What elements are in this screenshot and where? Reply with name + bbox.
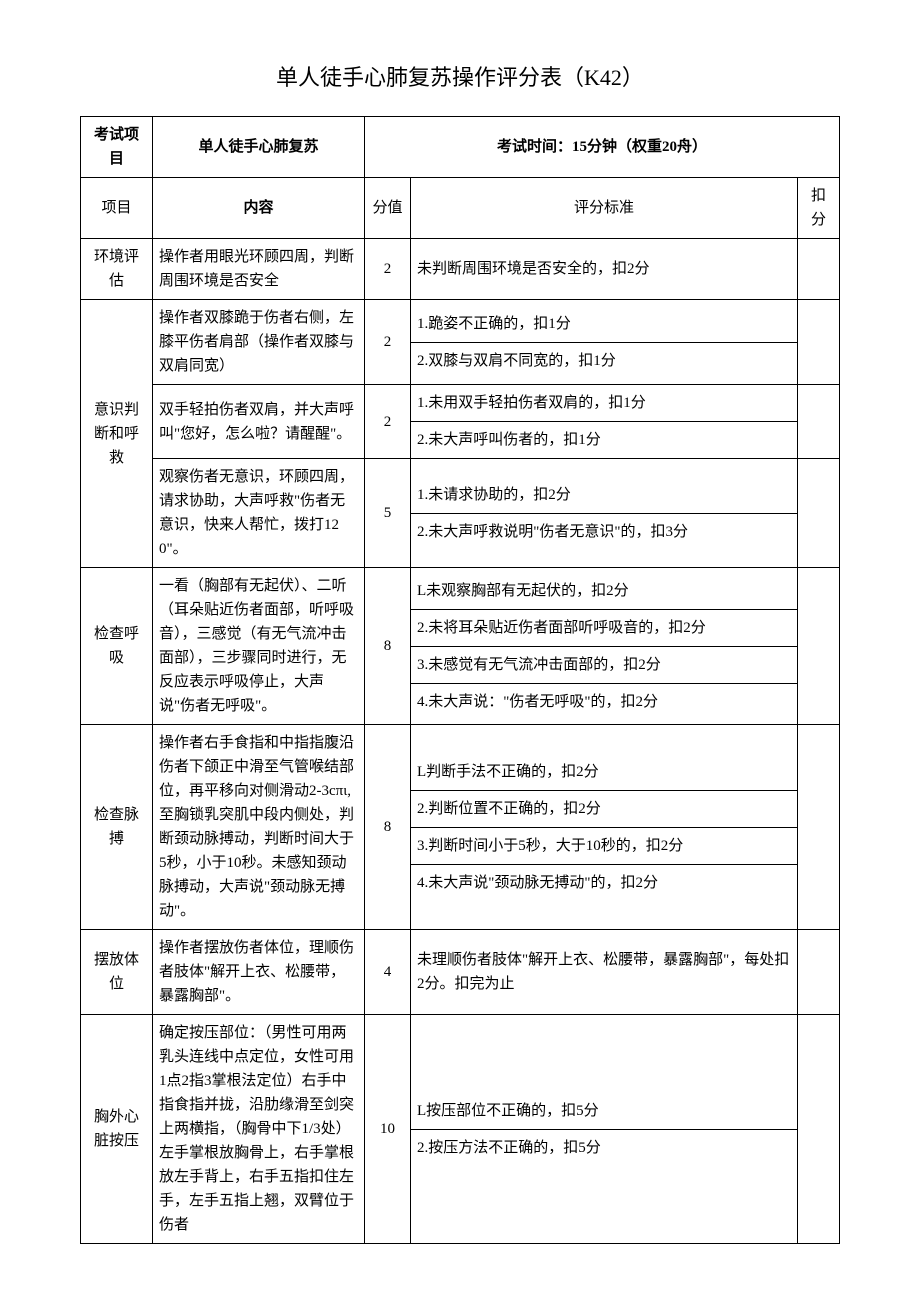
content-cell: 操作者用眼光环顾四周，判断周围环境是否安全 xyxy=(153,239,365,300)
criteria-item: L判断手法不正确的，扣2分 xyxy=(411,754,797,790)
table-header-row: 考试项目 单人徒手心肺复苏 考试时间：15分钟（权重20舟） xyxy=(81,117,840,178)
criteria-item: 3.未感觉有无气流冲击面部的，扣2分 xyxy=(411,646,797,683)
score-cell: 2 xyxy=(365,239,411,300)
criteria-item: 1.跪姿不正确的，扣1分 xyxy=(411,306,797,342)
criteria-item: 2.未大声呼救说明"伤者无意识"的，扣3分 xyxy=(411,513,797,550)
col-score: 分值 xyxy=(365,178,411,239)
table-row: 胸外心脏按压确定按压部位：（男性可用两乳头连线中点定位，女性可用1点2指3掌根法… xyxy=(81,1015,840,1244)
criteria-item: L按压部位不正确的，扣5分 xyxy=(411,1093,797,1129)
page-title: 单人徒手心肺复苏操作评分表（K42） xyxy=(80,60,840,92)
criteria-cell: 1.跪姿不正确的，扣1分2.双膝与双肩不同宽的，扣1分 xyxy=(411,300,798,385)
criteria-item: 2.双膝与双肩不同宽的，扣1分 xyxy=(411,342,797,379)
criteria-cell: 1.未用双手轻拍伤者双肩的，扣1分2.未大声呼叫伤者的，扣1分 xyxy=(411,385,798,459)
deduction-cell xyxy=(797,725,839,930)
table-row: 检查脉搏操作者右手食指和中指指腹沿伤者下颌正中滑至气管喉结部位，再平移向对侧滑动… xyxy=(81,725,840,930)
scoring-table: 考试项目 单人徒手心肺复苏 考试时间：15分钟（权重20舟） 项目 内容 分值 … xyxy=(80,116,840,1244)
col-deduction: 扣分 xyxy=(797,178,839,239)
criteria-item: 2.按压方法不正确的，扣5分 xyxy=(411,1129,797,1166)
score-cell: 10 xyxy=(365,1015,411,1244)
score-cell: 8 xyxy=(365,568,411,725)
criteria-item: 未理顺伤者肢体"解开上衣、松腰带，暴露胸部"，每处扣2分。扣完为止 xyxy=(411,942,797,1002)
score-cell: 4 xyxy=(365,930,411,1015)
score-cell: 2 xyxy=(365,385,411,459)
deduction-cell xyxy=(797,459,839,568)
table-row: 摆放体位操作者摆放伤者体位，理顺伤者肢体"解开上衣、松腰带，暴露胸部"。4未理顺… xyxy=(81,930,840,1015)
header-exam-time: 考试时间：15分钟（权重20舟） xyxy=(365,117,840,178)
criteria-item: 4.未大声说："伤者无呼吸"的，扣2分 xyxy=(411,683,797,720)
table-row: 双手轻拍伤者双肩，并大声呼叫"您好，怎么啦？请醒醒"。21.未用双手轻拍伤者双肩… xyxy=(81,385,840,459)
criteria-item: 1.未请求协助的，扣2分 xyxy=(411,477,797,513)
col-project: 项目 xyxy=(81,178,153,239)
criteria-cell: 未判断周围环境是否安全的，扣2分 xyxy=(411,239,798,300)
criteria-cell: L判断手法不正确的，扣2分2.判断位置不正确的，扣2分3.判断时间小于5秒，大于… xyxy=(411,725,798,930)
content-cell: 操作者双膝跪于伤者右侧，左膝平伤者肩部（操作者双膝与双肩同宽） xyxy=(153,300,365,385)
score-cell: 5 xyxy=(365,459,411,568)
criteria-item: 2.判断位置不正确的，扣2分 xyxy=(411,790,797,827)
project-cell: 检查呼吸 xyxy=(81,568,153,725)
deduction-cell xyxy=(797,1015,839,1244)
criteria-cell: 1.未请求协助的，扣2分2.未大声呼救说明"伤者无意识"的，扣3分 xyxy=(411,459,798,568)
deduction-cell xyxy=(797,930,839,1015)
header-exam-item-label: 考试项目 xyxy=(81,117,153,178)
table-column-header-row: 项目 内容 分值 评分标准 扣分 xyxy=(81,178,840,239)
content-cell: 观察伤者无意识，环顾四周，请求协助，大声呼救"伤者无意识，快来人帮忙，拨打120… xyxy=(153,459,365,568)
content-cell: 操作者右手食指和中指指腹沿伤者下颌正中滑至气管喉结部位，再平移向对侧滑动2-3c… xyxy=(153,725,365,930)
deduction-cell xyxy=(797,239,839,300)
header-exam-item-value: 单人徒手心肺复苏 xyxy=(153,117,365,178)
criteria-item: 1.未用双手轻拍伤者双肩的，扣1分 xyxy=(411,385,797,421)
project-cell: 环境评估 xyxy=(81,239,153,300)
project-cell: 摆放体位 xyxy=(81,930,153,1015)
criteria-cell: L未观察胸部有无起伏的，扣2分2.未将耳朵贴近伤者面部听呼吸音的，扣2分3.未感… xyxy=(411,568,798,725)
score-cell: 8 xyxy=(365,725,411,930)
project-cell: 胸外心脏按压 xyxy=(81,1015,153,1244)
score-cell: 2 xyxy=(365,300,411,385)
criteria-item: 3.判断时间小于5秒，大于10秒的，扣2分 xyxy=(411,827,797,864)
table-row: 意识判断和呼救操作者双膝跪于伤者右侧，左膝平伤者肩部（操作者双膝与双肩同宽）21… xyxy=(81,300,840,385)
col-criteria: 评分标准 xyxy=(411,178,798,239)
content-cell: 一看（胸部有无起伏）、二听（耳朵贴近伤者面部，听呼吸音），三感觉（有无气流冲击面… xyxy=(153,568,365,725)
criteria-item: 2.未将耳朵贴近伤者面部听呼吸音的，扣2分 xyxy=(411,609,797,646)
project-cell: 检查脉搏 xyxy=(81,725,153,930)
criteria-cell: 未理顺伤者肢体"解开上衣、松腰带，暴露胸部"，每处扣2分。扣完为止 xyxy=(411,930,798,1015)
criteria-item: 2.未大声呼叫伤者的，扣1分 xyxy=(411,421,797,458)
deduction-cell xyxy=(797,300,839,385)
criteria-item: 4.未大声说"颈动脉无搏动"的，扣2分 xyxy=(411,864,797,901)
criteria-cell: L按压部位不正确的，扣5分2.按压方法不正确的，扣5分 xyxy=(411,1015,798,1244)
project-cell: 意识判断和呼救 xyxy=(81,300,153,568)
deduction-cell xyxy=(797,568,839,725)
criteria-item: 未判断周围环境是否安全的，扣2分 xyxy=(411,251,797,287)
table-row: 环境评估操作者用眼光环顾四周，判断周围环境是否安全2未判断周围环境是否安全的，扣… xyxy=(81,239,840,300)
criteria-item: L未观察胸部有无起伏的，扣2分 xyxy=(411,573,797,609)
table-row: 观察伤者无意识，环顾四周，请求协助，大声呼救"伤者无意识，快来人帮忙，拨打120… xyxy=(81,459,840,568)
content-cell: 双手轻拍伤者双肩，并大声呼叫"您好，怎么啦？请醒醒"。 xyxy=(153,385,365,459)
col-content: 内容 xyxy=(153,178,365,239)
deduction-cell xyxy=(797,385,839,459)
content-cell: 操作者摆放伤者体位，理顺伤者肢体"解开上衣、松腰带，暴露胸部"。 xyxy=(153,930,365,1015)
table-row: 检查呼吸一看（胸部有无起伏）、二听（耳朵贴近伤者面部，听呼吸音），三感觉（有无气… xyxy=(81,568,840,725)
content-cell: 确定按压部位：（男性可用两乳头连线中点定位，女性可用1点2指3掌根法定位）右手中… xyxy=(153,1015,365,1244)
